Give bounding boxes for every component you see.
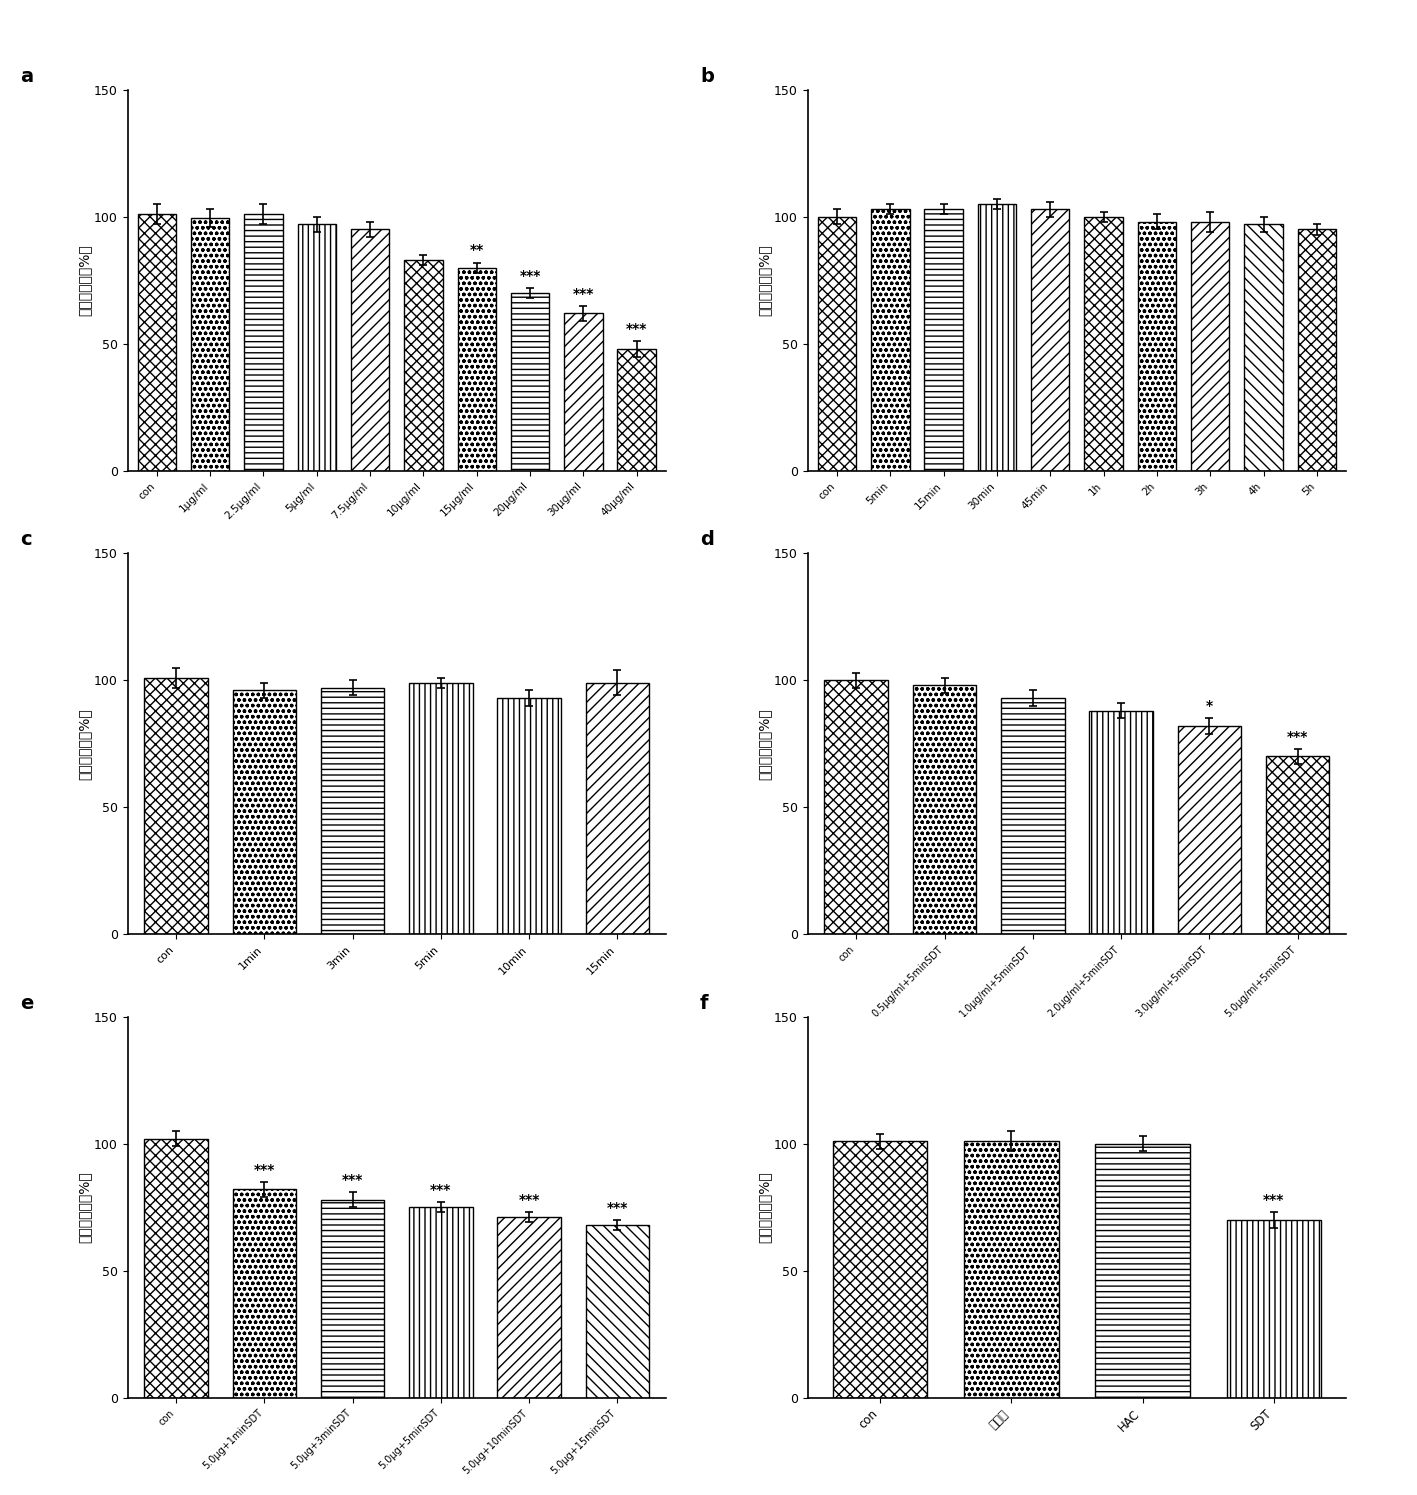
Text: ***: ***	[520, 269, 541, 283]
Text: ***: ***	[606, 1200, 628, 1215]
Text: ***: ***	[1263, 1193, 1285, 1208]
Bar	[410, 683, 473, 934]
Bar	[1138, 221, 1176, 471]
Bar	[964, 1141, 1058, 1398]
Bar	[585, 1224, 649, 1398]
Bar	[1095, 1144, 1190, 1398]
Bar	[1227, 1220, 1321, 1398]
Bar	[1298, 229, 1336, 471]
Bar	[1178, 727, 1241, 934]
Bar	[1244, 224, 1282, 471]
Bar	[410, 1208, 473, 1398]
Y-axis label: 细胞存活率（%）: 细胞存活率（%）	[757, 709, 771, 779]
Text: ***: ***	[1287, 730, 1308, 743]
Y-axis label: 细胞存活率（%）: 细胞存活率（%）	[77, 709, 91, 779]
Bar	[320, 688, 384, 934]
Text: ***: ***	[431, 1183, 452, 1197]
Text: c: c	[20, 531, 31, 549]
Bar	[825, 680, 888, 934]
Text: ***: ***	[254, 1163, 275, 1177]
Bar	[1192, 221, 1230, 471]
Text: ***: ***	[572, 287, 594, 300]
Text: ***: ***	[626, 323, 648, 336]
Bar	[298, 224, 336, 471]
Bar	[978, 203, 1016, 471]
Bar	[232, 691, 296, 934]
Bar	[1265, 756, 1329, 934]
Bar	[1032, 209, 1070, 471]
Text: d: d	[700, 531, 714, 549]
Y-axis label: 细胞存活率（%）: 细胞存活率（%）	[757, 1172, 771, 1242]
Y-axis label: 细胞存活率（%）: 细胞存活率（%）	[77, 245, 91, 315]
Text: a: a	[20, 67, 33, 85]
Y-axis label: 细胞存活率（%）: 细胞存活率（%）	[757, 245, 771, 315]
Bar	[232, 1190, 296, 1398]
Bar	[818, 217, 856, 471]
Bar	[913, 685, 976, 934]
Text: ***: ***	[341, 1174, 363, 1187]
Bar	[1084, 217, 1122, 471]
Bar	[497, 698, 561, 934]
Bar	[1090, 710, 1153, 934]
Bar	[191, 218, 230, 471]
Text: f: f	[700, 994, 708, 1012]
Text: ***: ***	[519, 1193, 540, 1208]
Bar	[871, 209, 910, 471]
Text: b: b	[700, 67, 714, 85]
Bar	[618, 348, 656, 471]
Bar	[1000, 698, 1064, 934]
Bar	[320, 1199, 384, 1398]
Bar	[145, 677, 208, 934]
Bar	[924, 209, 962, 471]
Bar	[145, 1139, 208, 1398]
Bar	[564, 314, 602, 471]
Bar	[137, 214, 176, 471]
Bar	[351, 229, 390, 471]
Bar	[585, 683, 649, 934]
Bar	[244, 214, 282, 471]
Bar	[497, 1217, 561, 1398]
Y-axis label: 细胞存活率（%）: 细胞存活率（%）	[77, 1172, 91, 1242]
Text: **: **	[469, 244, 483, 257]
Text: e: e	[20, 994, 33, 1012]
Bar	[833, 1141, 927, 1398]
Bar	[404, 260, 442, 471]
Bar	[512, 293, 550, 471]
Text: *: *	[1206, 700, 1213, 713]
Bar	[458, 268, 496, 471]
